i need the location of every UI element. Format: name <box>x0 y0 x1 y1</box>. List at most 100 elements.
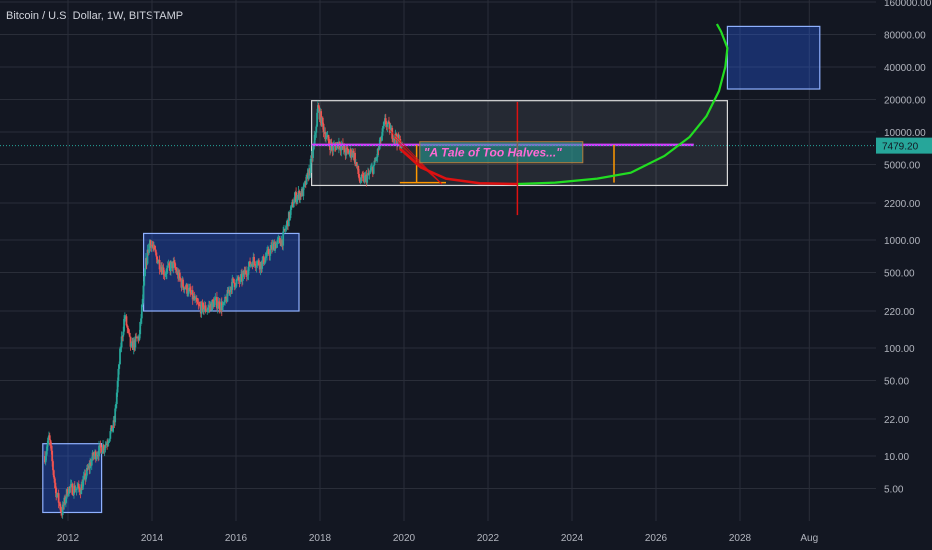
candle-body <box>287 212 290 227</box>
candle-body <box>285 224 288 229</box>
candle-body <box>276 239 279 243</box>
candle-body <box>50 445 53 451</box>
candle-body <box>239 276 242 282</box>
candle-body <box>317 105 319 113</box>
candle-body <box>325 137 327 140</box>
candle-body <box>303 184 306 187</box>
candle-body <box>283 228 285 232</box>
candle-body <box>102 445 105 451</box>
candle-body <box>182 279 184 287</box>
candle-body <box>397 134 400 141</box>
candle-body <box>313 134 316 145</box>
candle-body <box>266 250 268 257</box>
candle-body <box>249 264 252 267</box>
candle-body <box>67 493 70 496</box>
candle-body <box>296 194 299 199</box>
candle-body <box>143 275 146 286</box>
candle-body <box>256 261 259 266</box>
candle-body <box>144 268 146 276</box>
candle-body <box>120 336 123 348</box>
candle-body <box>198 304 201 306</box>
candle-body <box>125 316 128 326</box>
candle-body <box>172 261 175 269</box>
candle-body <box>165 268 168 275</box>
candle-body <box>179 278 182 281</box>
candle-body <box>199 305 201 306</box>
annotation-text: "A Tale of Too Halves..." <box>424 146 562 160</box>
candle-body <box>170 262 172 272</box>
candle-body <box>186 293 189 295</box>
candle-body <box>114 408 117 423</box>
candle-body <box>363 175 366 182</box>
candle-body <box>332 145 335 151</box>
candle-body <box>75 488 78 491</box>
candle-body <box>166 265 169 269</box>
candle-body <box>78 487 81 492</box>
candle-body <box>189 287 192 292</box>
y-tick-label: 5000.00 <box>884 161 921 172</box>
candle-body <box>118 364 121 369</box>
candle-body <box>129 336 132 347</box>
candle-body <box>343 145 346 153</box>
candle-body <box>376 148 379 158</box>
candle-body <box>146 249 149 264</box>
candle-body <box>236 279 239 280</box>
candle-body <box>57 493 60 503</box>
candle-body <box>368 172 371 175</box>
candle-body <box>379 137 381 145</box>
candle-body <box>249 261 251 267</box>
candle-body <box>193 296 196 300</box>
y-tick-label: 220.00 <box>884 307 915 318</box>
candle-body <box>126 325 129 328</box>
candle-body <box>317 105 320 108</box>
candle-body <box>200 302 203 314</box>
price-tag-label: 7479.20 <box>882 142 919 153</box>
candle-body <box>71 483 74 495</box>
x-tick-label: 2024 <box>561 533 584 544</box>
candle-body <box>222 302 225 306</box>
candle-body <box>312 144 315 150</box>
y-tick-label: 100.00 <box>884 344 915 355</box>
candle-body <box>235 279 238 287</box>
candle-body <box>46 444 49 451</box>
y-tick-label: 2200.00 <box>884 199 921 210</box>
candle-body <box>282 231 285 246</box>
candle-body <box>155 252 158 257</box>
candle-body <box>234 286 237 288</box>
candle-body <box>289 209 292 219</box>
y-tick-label: 80000.00 <box>884 30 926 41</box>
candle-body <box>54 482 57 488</box>
candle-body <box>207 307 209 310</box>
candle-body <box>203 309 205 312</box>
candle-body <box>92 452 95 457</box>
candle-body <box>374 160 377 162</box>
candle-body <box>178 272 181 279</box>
candle-body <box>140 304 143 319</box>
candle-body <box>254 261 256 266</box>
candle-body <box>74 490 77 492</box>
candle-body <box>81 480 84 490</box>
candle-body <box>382 125 385 129</box>
x-tick-label: 2012 <box>57 533 80 544</box>
candle-body <box>295 192 297 203</box>
candle-body <box>69 484 72 488</box>
candle-body <box>346 148 348 150</box>
candle-body <box>216 305 219 309</box>
candle-body <box>292 203 295 208</box>
candle-body <box>186 284 188 294</box>
candle-body <box>100 447 103 454</box>
candle-body <box>168 263 171 266</box>
red-curve <box>398 147 518 186</box>
candle-body <box>378 144 381 150</box>
candle-body <box>305 174 308 185</box>
candle-body <box>173 261 176 263</box>
candle-body <box>350 155 353 158</box>
candle-body <box>327 135 330 141</box>
y-tick-label: 50.00 <box>884 377 909 388</box>
candle-body <box>174 262 176 268</box>
candle-body <box>216 297 218 309</box>
candle-body <box>142 285 145 299</box>
candle-body <box>375 158 377 161</box>
candle-body <box>116 380 119 393</box>
